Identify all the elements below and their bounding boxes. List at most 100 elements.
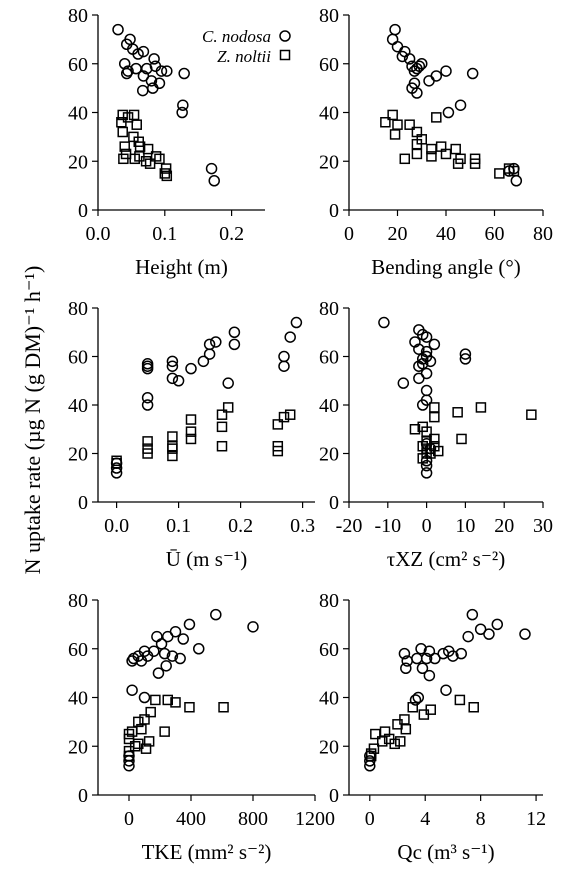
y-axis-label: N uptake rate (µg N (g DM)⁻¹ h⁻¹) — [20, 266, 45, 575]
y-tick-label: 40 — [319, 103, 339, 125]
y-tick-label: 60 — [319, 347, 339, 369]
data-point-circle — [415, 643, 427, 655]
data-point-square — [167, 443, 178, 454]
data-point-circle — [141, 391, 154, 404]
y-tick-label: 40 — [68, 395, 88, 417]
y-tick-label: 20 — [319, 151, 339, 173]
x-tick-label: 0.2 — [219, 223, 244, 245]
data-point-circle — [411, 62, 423, 75]
data-point-circle — [208, 175, 220, 187]
data-point-circle — [155, 65, 168, 77]
data-point-square — [380, 117, 391, 128]
data-point-circle — [420, 331, 433, 343]
y-tick-label: 60 — [68, 54, 88, 76]
data-point-square — [417, 453, 428, 464]
data-point-circle — [423, 75, 435, 87]
data-point-circle — [454, 99, 467, 111]
data-point-circle — [132, 48, 144, 60]
data-point-circle — [193, 643, 205, 655]
data-point-circle — [174, 652, 186, 665]
data-point-circle — [151, 630, 163, 643]
panel-1: 0 20 40 60 80 0.0 0.1 0.2 Height (m) — [68, 5, 265, 279]
data-point-square — [469, 158, 481, 169]
data-point-circle — [398, 647, 411, 660]
panel-4: 0 20 40 60 80 -20 -10 0 10 20 30 τXZ (cm² s⁻²) — [319, 298, 553, 571]
y-tick-label: 40 — [68, 688, 88, 710]
data-point-square — [159, 726, 170, 737]
data-point-square — [395, 736, 406, 747]
data-point-circle — [483, 628, 495, 640]
data-point-circle — [455, 647, 467, 660]
x-tick-label: 40 — [436, 223, 456, 245]
data-point-circle — [378, 316, 390, 329]
data-point-square — [143, 736, 155, 747]
legend-label-nodosa: C. nodosa — [202, 27, 271, 46]
data-point-square — [278, 411, 290, 423]
data-point-circle — [147, 82, 159, 94]
data-point-square — [167, 431, 178, 442]
y-tick-label: 80 — [319, 5, 339, 27]
data-point-circle — [141, 362, 154, 375]
data-point-circle — [135, 655, 148, 667]
data-point-square — [167, 450, 178, 462]
data-point-square — [475, 402, 487, 413]
x-tick-label: 80 — [533, 223, 553, 245]
y-tick-label: 20 — [68, 736, 88, 758]
y-tick-label: 0 — [329, 785, 339, 807]
data-point-square — [144, 158, 156, 169]
data-point-circle — [440, 65, 452, 77]
data-point-circle — [396, 50, 409, 63]
data-point-square — [272, 445, 284, 457]
data-point-square — [222, 402, 234, 413]
y-tick-label: 60 — [319, 54, 339, 76]
y-tick-label: 20 — [319, 444, 339, 466]
x-tick-label: 0 — [124, 808, 134, 830]
x-axis-label: Bending angle (°) — [371, 255, 521, 279]
data-point-circle — [413, 372, 425, 385]
data-point-circle — [138, 691, 151, 704]
y-tick-label: 60 — [68, 639, 88, 661]
data-point-circle — [210, 608, 222, 621]
y-tick-label: 40 — [319, 688, 339, 710]
data-point-square — [494, 168, 505, 179]
data-point-square — [440, 148, 452, 160]
data-point-circle — [228, 326, 241, 338]
data-point-square — [117, 126, 128, 138]
data-point-circle — [247, 621, 259, 633]
panel-6: 0 20 40 60 80 0 4 8 12 Qc (m³ s⁻¹) — [319, 590, 546, 864]
data-point-circle — [400, 662, 412, 674]
data-point-square — [142, 143, 154, 155]
series-noltii — [116, 109, 173, 182]
data-point-circle — [416, 399, 429, 411]
data-point-circle — [203, 338, 216, 351]
data-point-circle — [137, 84, 149, 97]
x-axis-label: τXZ (cm² s⁻²) — [387, 547, 505, 571]
data-point-circle — [278, 360, 290, 372]
data-point-circle — [166, 355, 179, 368]
data-point-circle — [416, 662, 429, 674]
data-point-circle — [447, 650, 459, 662]
data-point-circle — [386, 33, 399, 46]
data-point-square — [150, 151, 162, 162]
data-point-square — [365, 750, 377, 762]
data-point-circle — [519, 628, 531, 640]
x-axis-label: Height (m) — [135, 255, 228, 279]
data-point-circle — [459, 353, 472, 365]
data-point-circle — [158, 647, 171, 660]
data-point-square — [426, 151, 437, 162]
y-tick-label: 80 — [68, 5, 88, 27]
data-point-square — [142, 448, 153, 459]
data-point-square — [128, 109, 140, 121]
x-tick-label: 12 — [526, 808, 546, 830]
data-point-circle — [137, 45, 150, 58]
data-point-circle — [420, 652, 433, 665]
data-point-square — [468, 702, 479, 713]
series-nodosa — [112, 23, 220, 187]
series-noltii — [365, 694, 479, 762]
data-point-square — [167, 440, 178, 452]
data-point-circle — [222, 377, 234, 389]
y-tick-label: 40 — [68, 103, 88, 125]
x-tick-label: 10 — [455, 515, 475, 537]
data-point-circle — [178, 67, 190, 80]
y-tick-label: 80 — [68, 590, 88, 612]
